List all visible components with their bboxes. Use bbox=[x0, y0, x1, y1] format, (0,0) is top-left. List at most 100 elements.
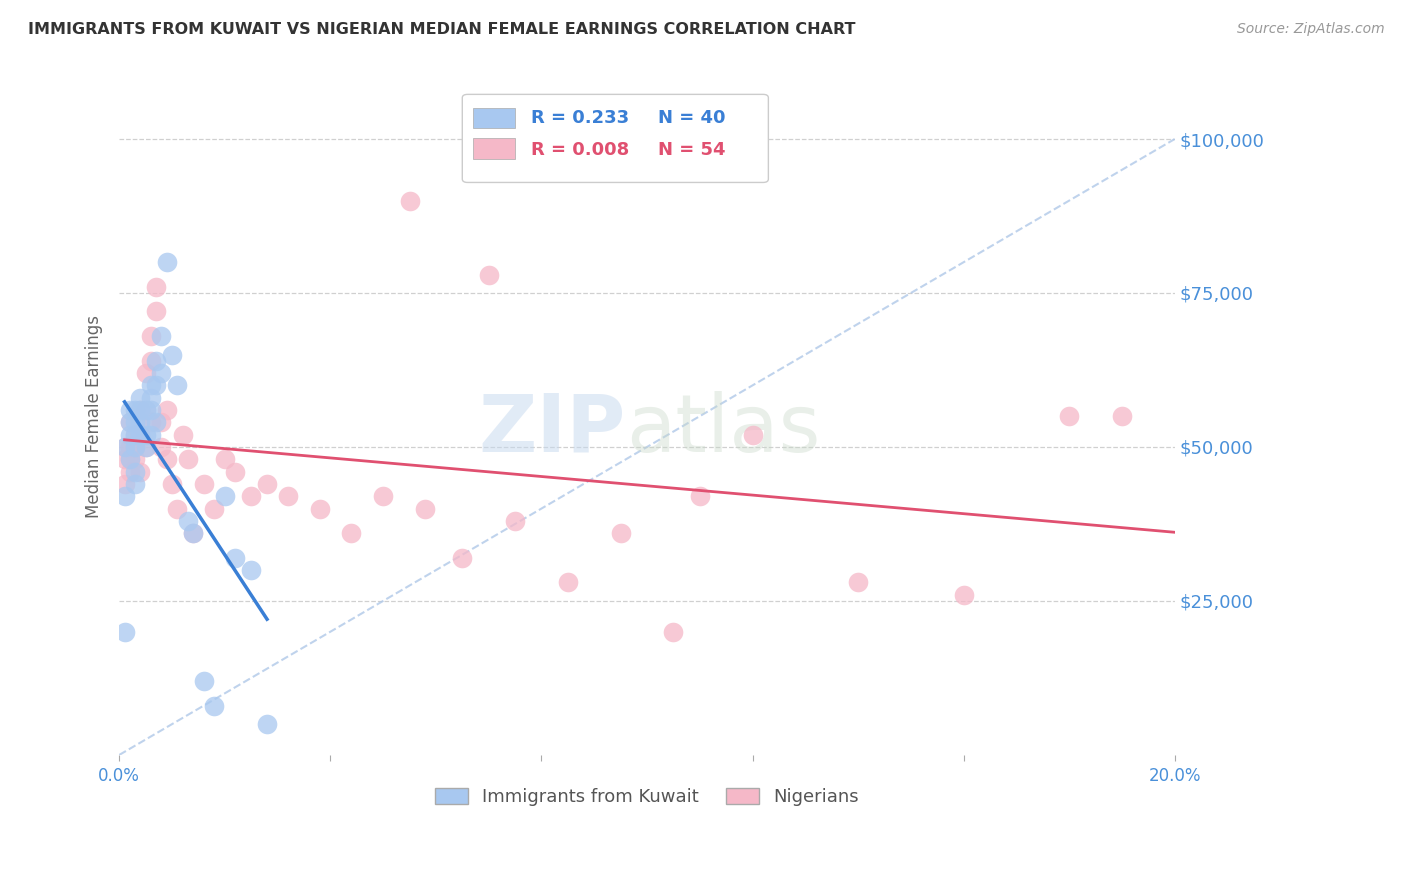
Point bbox=[256, 717, 278, 731]
Point bbox=[124, 403, 146, 417]
Point bbox=[177, 452, 200, 467]
Point bbox=[145, 280, 167, 294]
Point bbox=[124, 452, 146, 467]
Point bbox=[160, 477, 183, 491]
Point bbox=[129, 403, 152, 417]
Point bbox=[308, 501, 330, 516]
Point bbox=[129, 415, 152, 429]
Point bbox=[415, 501, 437, 516]
Point bbox=[145, 353, 167, 368]
Point bbox=[557, 575, 579, 590]
Point bbox=[129, 465, 152, 479]
Point bbox=[150, 440, 173, 454]
Point bbox=[150, 329, 173, 343]
Point bbox=[214, 452, 236, 467]
Point bbox=[202, 698, 225, 713]
Text: Source: ZipAtlas.com: Source: ZipAtlas.com bbox=[1237, 22, 1385, 37]
Point bbox=[166, 501, 188, 516]
Point bbox=[166, 378, 188, 392]
Point bbox=[118, 403, 141, 417]
Point bbox=[145, 304, 167, 318]
Point bbox=[129, 427, 152, 442]
Point bbox=[145, 378, 167, 392]
Text: R = 0.008: R = 0.008 bbox=[531, 141, 628, 159]
Point bbox=[139, 403, 162, 417]
Point bbox=[662, 624, 685, 639]
Point bbox=[129, 427, 152, 442]
Point bbox=[240, 489, 263, 503]
Point bbox=[118, 415, 141, 429]
Point bbox=[503, 514, 526, 528]
Legend: Immigrants from Kuwait, Nigerians: Immigrants from Kuwait, Nigerians bbox=[427, 780, 866, 814]
Point bbox=[118, 440, 141, 454]
Point bbox=[118, 427, 141, 442]
Text: N = 40: N = 40 bbox=[658, 109, 725, 127]
Point bbox=[124, 465, 146, 479]
Point bbox=[135, 403, 157, 417]
Point bbox=[156, 452, 179, 467]
Point bbox=[150, 415, 173, 429]
Point bbox=[139, 391, 162, 405]
Point bbox=[156, 255, 179, 269]
Point bbox=[256, 477, 278, 491]
Point bbox=[202, 501, 225, 516]
Point bbox=[118, 452, 141, 467]
Point bbox=[224, 550, 246, 565]
Point bbox=[114, 440, 136, 454]
Point bbox=[952, 588, 974, 602]
Point bbox=[135, 440, 157, 454]
Point bbox=[135, 440, 157, 454]
Point bbox=[160, 348, 183, 362]
Point bbox=[114, 440, 136, 454]
Point bbox=[156, 403, 179, 417]
Point bbox=[139, 415, 162, 429]
Text: IMMIGRANTS FROM KUWAIT VS NIGERIAN MEDIAN FEMALE EARNINGS CORRELATION CHART: IMMIGRANTS FROM KUWAIT VS NIGERIAN MEDIA… bbox=[28, 22, 856, 37]
Point bbox=[124, 440, 146, 454]
Point bbox=[741, 427, 763, 442]
Point bbox=[609, 526, 631, 541]
Point bbox=[181, 526, 204, 541]
Point bbox=[1111, 409, 1133, 424]
Point bbox=[172, 427, 194, 442]
Point bbox=[124, 427, 146, 442]
Point bbox=[478, 268, 501, 282]
Point bbox=[129, 391, 152, 405]
Point bbox=[139, 427, 162, 442]
Y-axis label: Median Female Earnings: Median Female Earnings bbox=[86, 315, 103, 517]
Point bbox=[145, 415, 167, 429]
Point bbox=[177, 514, 200, 528]
FancyBboxPatch shape bbox=[463, 95, 768, 183]
Text: atlas: atlas bbox=[626, 391, 820, 468]
Point bbox=[124, 415, 146, 429]
Point bbox=[277, 489, 299, 503]
Point bbox=[240, 563, 263, 577]
Point bbox=[139, 353, 162, 368]
FancyBboxPatch shape bbox=[472, 138, 515, 159]
Point bbox=[150, 366, 173, 380]
Point bbox=[181, 526, 204, 541]
Point bbox=[373, 489, 395, 503]
Point bbox=[135, 366, 157, 380]
Point bbox=[689, 489, 711, 503]
Point bbox=[193, 477, 215, 491]
Point bbox=[193, 673, 215, 688]
Point bbox=[118, 452, 141, 467]
Point bbox=[114, 452, 136, 467]
Point bbox=[139, 329, 162, 343]
Point bbox=[118, 415, 141, 429]
Point bbox=[118, 465, 141, 479]
FancyBboxPatch shape bbox=[472, 108, 515, 128]
Point bbox=[398, 194, 420, 208]
Point bbox=[124, 440, 146, 454]
Point bbox=[135, 427, 157, 442]
Point bbox=[224, 465, 246, 479]
Point bbox=[114, 489, 136, 503]
Point bbox=[135, 403, 157, 417]
Point bbox=[139, 378, 162, 392]
Point bbox=[451, 550, 474, 565]
Text: ZIP: ZIP bbox=[478, 391, 626, 468]
Point bbox=[114, 624, 136, 639]
Text: N = 54: N = 54 bbox=[658, 141, 725, 159]
Point bbox=[129, 403, 152, 417]
Point bbox=[340, 526, 363, 541]
